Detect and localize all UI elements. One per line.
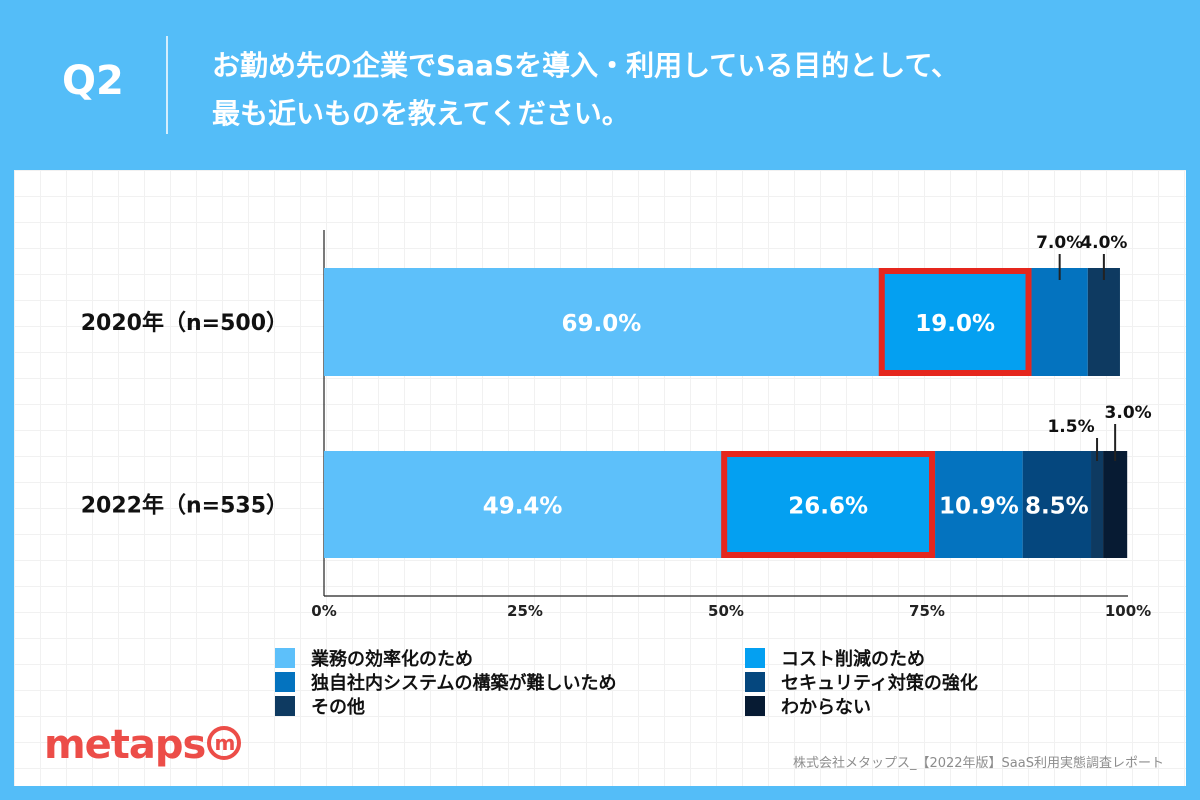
data-label: 69.0% bbox=[561, 311, 641, 337]
legend-item: わからない bbox=[745, 696, 871, 718]
legend-label: その他 bbox=[311, 697, 365, 718]
legend-item: 独自社内システムの構築が難しいため bbox=[275, 672, 616, 694]
data-label: 10.9% bbox=[939, 494, 1019, 520]
x-tick-label: 50% bbox=[708, 602, 744, 620]
bar-segment bbox=[878, 268, 1032, 376]
bar-segment bbox=[1022, 451, 1092, 558]
bar-segment bbox=[324, 268, 879, 376]
question-line-2: 最も近いものを教えてください。 bbox=[212, 97, 630, 130]
legend-label: コスト削減のため bbox=[781, 649, 925, 670]
bar-segment bbox=[1031, 268, 1088, 376]
legend-item: コスト削減のため bbox=[745, 648, 925, 670]
data-label: 19.0% bbox=[915, 311, 995, 337]
header-divider bbox=[166, 36, 168, 134]
category-label: 2020年（n=500） bbox=[81, 310, 288, 336]
legend-item: 業務の効率化のため bbox=[275, 648, 473, 670]
legend-swatch bbox=[275, 648, 295, 668]
legend-label: わからない bbox=[781, 697, 871, 718]
legend-swatch bbox=[745, 648, 765, 668]
question-number: Q2 bbox=[62, 58, 124, 104]
bar-segment bbox=[721, 451, 936, 558]
legend-item: セキュリティ対策の強化 bbox=[745, 672, 978, 694]
bar-segment bbox=[324, 451, 722, 558]
logo-text: metaps bbox=[44, 722, 206, 768]
category-label: 2022年（n=535） bbox=[81, 493, 288, 519]
legend-item: その他 bbox=[275, 696, 365, 718]
x-tick-label: 100% bbox=[1105, 602, 1151, 620]
logo-mark-icon: m bbox=[207, 726, 242, 760]
callout-label: 1.5% bbox=[1047, 417, 1094, 437]
legend-label: 業務の効率化のため bbox=[311, 649, 473, 670]
highlight-box bbox=[721, 451, 936, 558]
callout-label: 4.0% bbox=[1080, 233, 1127, 253]
legend-label: セキュリティ対策の強化 bbox=[781, 673, 978, 694]
callout-label: 3.0% bbox=[1105, 403, 1152, 423]
legend-label: 独自社内システムの構築が難しいため bbox=[311, 673, 617, 694]
legend-swatch bbox=[275, 696, 295, 716]
x-tick-label: 0% bbox=[311, 602, 336, 620]
x-tick-label: 75% bbox=[909, 602, 945, 620]
x-tick-label: 25% bbox=[507, 602, 543, 620]
callout-label: 7.0% bbox=[1036, 233, 1083, 253]
data-label: 8.5% bbox=[1025, 494, 1089, 520]
question-line-1: お勤め先の企業でSaaSを導入・利用している目的として、 bbox=[212, 49, 960, 82]
highlight-box bbox=[878, 268, 1032, 376]
bar-segment bbox=[1091, 451, 1104, 558]
metaps-logo: metaps m bbox=[44, 722, 242, 768]
bar-segment bbox=[935, 451, 1023, 558]
source-credit: 株式会社メタップス_【2022年版】SaaS利用実態調査レポート bbox=[792, 756, 1164, 771]
bar-segment bbox=[1087, 268, 1120, 376]
legend-swatch bbox=[745, 696, 765, 716]
question-header: Q2 お勤め先の企業でSaaSを導入・利用している目的として、 最も近いものを教… bbox=[0, 0, 1200, 168]
data-label: 26.6% bbox=[788, 494, 868, 520]
legend-swatch bbox=[275, 672, 295, 692]
question-text: お勤め先の企業でSaaSを導入・利用している目的として、 最も近いものを教えてく… bbox=[212, 42, 1172, 138]
bar-segment bbox=[1103, 451, 1128, 558]
data-label: 49.4% bbox=[483, 494, 563, 520]
legend-swatch bbox=[745, 672, 765, 692]
